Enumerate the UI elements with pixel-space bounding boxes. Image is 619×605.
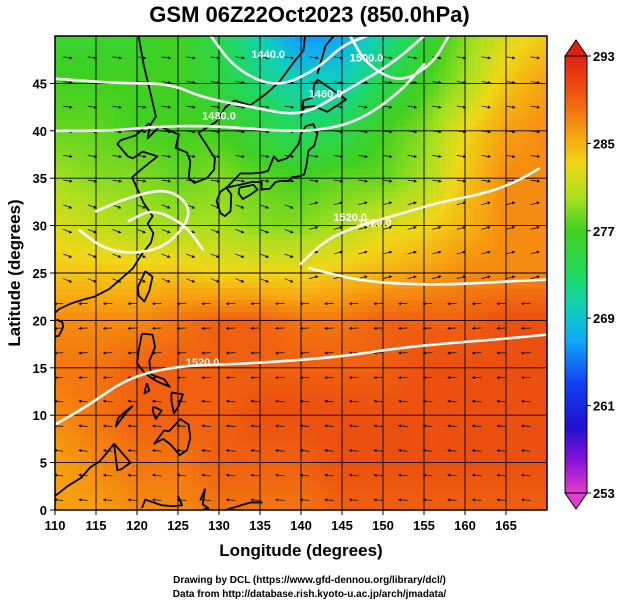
- x-tick-label: 145: [331, 518, 353, 533]
- y-tick-label: 40: [33, 124, 47, 139]
- coastline: [225, 123, 319, 191]
- coastline: [113, 443, 132, 472]
- contour-line: [55, 63, 426, 133]
- y-tick-label: 30: [33, 219, 47, 234]
- y-tick-label: 20: [33, 313, 47, 328]
- coastline: [136, 270, 154, 303]
- credit-data: Data from http://database.rish.kyoto-u.a…: [172, 589, 447, 600]
- coastline: [237, 183, 259, 200]
- colorbar-max-arrow: [564, 39, 588, 57]
- y-tick-label: 10: [33, 408, 47, 423]
- coastline: [170, 391, 184, 415]
- contour-label: 1460.0: [309, 89, 343, 101]
- coastline: [199, 488, 210, 510]
- geopotential-contours: 1440.01460.01480.01500.01520.01520.01520…: [55, 36, 547, 426]
- x-tick-label: 160: [454, 518, 476, 533]
- x-tick-label: 115: [86, 518, 107, 533]
- colorbar-tick-label: 253: [593, 486, 615, 501]
- coastline: [136, 332, 171, 388]
- colorbar-tick-label: 261: [593, 399, 615, 414]
- colorbar: 253 261 269 277 285 293: [564, 39, 615, 510]
- y-tick-label: 0: [40, 503, 47, 518]
- colorbar-tick-label: 277: [593, 224, 615, 239]
- contour-label: 1520.0: [333, 212, 367, 224]
- coastline: [114, 405, 134, 428]
- contour-line: [127, 210, 204, 251]
- contour-line: [307, 266, 547, 286]
- contour-line: [209, 36, 368, 85]
- coastline: [143, 382, 151, 395]
- colorbar-tick-label: 269: [593, 311, 615, 326]
- coastline: [153, 418, 192, 456]
- coastline: [55, 122, 159, 314]
- contour-line: [348, 36, 450, 80]
- x-tick-label: 110: [45, 518, 66, 533]
- contour-line: [299, 167, 541, 265]
- coastline: [300, 78, 348, 117]
- x-tick-label: 165: [495, 518, 517, 533]
- coastlines: [55, 36, 348, 510]
- x-tick-label: 125: [167, 518, 189, 533]
- contour-label: 1500.0: [350, 53, 384, 65]
- coastline: [55, 443, 115, 497]
- x-tick-label: 130: [208, 518, 230, 533]
- y-axis-label: Latitude (degrees): [5, 199, 24, 346]
- contour-line: [78, 189, 190, 254]
- coastline: [137, 36, 306, 184]
- x-axis-ticks: 110 115 120 125 130 135 140 145 150 155 160 165: [45, 510, 517, 533]
- colorbar-tick-label: 285: [593, 136, 615, 151]
- y-tick-label: 5: [40, 456, 47, 471]
- y-axis-ticks: 0 5 10 15 20 25 30 35 40 45: [33, 76, 55, 518]
- coastline: [215, 186, 233, 218]
- x-tick-label: 135: [249, 518, 271, 533]
- coastline: [225, 501, 263, 510]
- colorbar-tick-label: 293: [593, 49, 615, 64]
- contour-label: 1520.0: [186, 357, 220, 369]
- coastline: [151, 405, 163, 420]
- colorbar-min-arrow: [564, 492, 588, 510]
- y-tick-label: 35: [33, 171, 47, 186]
- credits: Drawing by DCL (https://www.gfd-dennou.o…: [0, 574, 619, 602]
- x-axis-label: Longitude (degrees): [219, 541, 382, 560]
- chart-title: GSM 06Z22Oct2023 (850.0hPa): [149, 2, 470, 27]
- credit-drawing: Drawing by DCL (https://www.gfd-dennou.o…: [173, 575, 446, 586]
- contour-line: [55, 36, 426, 115]
- y-tick-label: 45: [33, 76, 47, 91]
- x-tick-label: 120: [126, 518, 148, 533]
- contour-label: 1440.0: [251, 49, 285, 61]
- coastline: [141, 495, 184, 509]
- x-tick-label: 155: [413, 518, 435, 533]
- x-tick-label: 150: [372, 518, 394, 533]
- coastline: [55, 318, 65, 338]
- y-tick-label: 25: [33, 266, 47, 281]
- wind-streamlines: [55, 56, 541, 502]
- x-tick-label: 140: [290, 518, 312, 533]
- y-tick-label: 15: [33, 361, 47, 376]
- colorbar-scale: [564, 55, 588, 494]
- contour-label: 1520.0: [358, 218, 392, 230]
- contour-line: [55, 333, 547, 426]
- contour-label: 1480.0: [202, 110, 236, 122]
